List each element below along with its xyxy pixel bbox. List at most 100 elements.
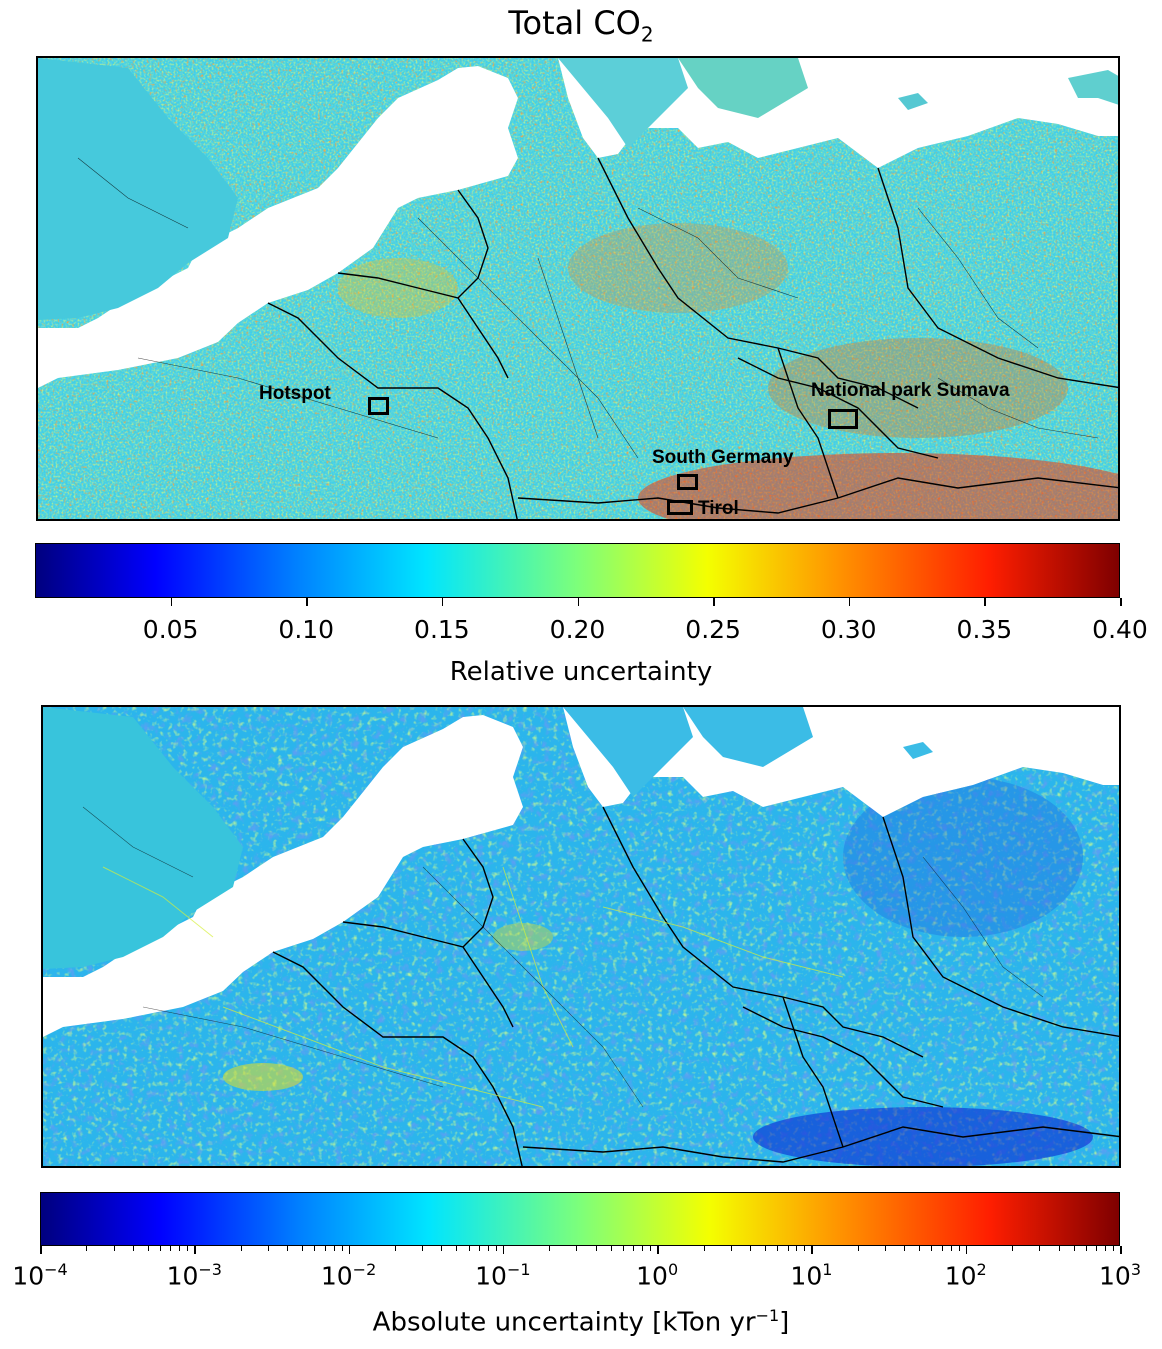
- absolute-minor-tick: [160, 1246, 162, 1251]
- absolute-minor-tick: [730, 1246, 732, 1251]
- absolute-minor-tick: [456, 1246, 458, 1251]
- relative-tick-label: 0.20: [549, 615, 606, 644]
- absolute-minor-tick: [170, 1246, 172, 1251]
- absolute-tick-mark: [40, 1246, 42, 1254]
- relative-tick-mark: [577, 598, 579, 606]
- absolute-tick-mark: [194, 1246, 196, 1254]
- absolute-minor-tick: [650, 1246, 652, 1251]
- absolute-minor-tick: [1085, 1246, 1087, 1251]
- absolute-minor-tick: [950, 1246, 952, 1251]
- absolute-tick-label: 101: [790, 1260, 833, 1291]
- absolute-minor-tick: [478, 1246, 480, 1251]
- absolute-minor-tick: [703, 1246, 705, 1251]
- absolute-minor-tick: [1039, 1246, 1041, 1251]
- absolute-tick-label: 10−2: [320, 1260, 377, 1291]
- absolute-minor-tick: [549, 1246, 551, 1251]
- absolute-minor-tick: [113, 1246, 115, 1251]
- absolute-minor-tick: [1012, 1246, 1014, 1251]
- absolute-minor-tick: [576, 1246, 578, 1251]
- box-tirol: [667, 500, 693, 515]
- absolute-minor-tick: [1105, 1246, 1107, 1251]
- absolute-minor-tick: [764, 1246, 766, 1251]
- absolute-tick-mark: [502, 1246, 505, 1254]
- absolute-minor-tick: [240, 1246, 242, 1251]
- absolute-minor-tick: [633, 1246, 635, 1251]
- relative-tick-mark: [441, 598, 444, 606]
- absolute-tick-mark: [965, 1246, 968, 1254]
- relative-tick-mark: [984, 598, 986, 606]
- relative-tick-label: 0.25: [685, 615, 741, 644]
- absolute-tick-label: 103: [1099, 1260, 1141, 1291]
- box-south-germany: [677, 474, 698, 490]
- relative-tick-mark: [713, 598, 715, 606]
- absolute-minor-tick: [642, 1246, 644, 1251]
- absolute-tick-label: 10−4: [12, 1260, 68, 1291]
- absolute-minor-tick: [132, 1246, 134, 1251]
- absolute-uncertainty-colorbar: [40, 1192, 1120, 1246]
- relative-tick-label: 0.05: [142, 615, 199, 644]
- absolute-minor-tick: [919, 1246, 921, 1251]
- absolute-minor-tick: [468, 1246, 470, 1251]
- absolute-uncertainty-map: [41, 705, 1121, 1168]
- annotation-tirol: Tirol: [698, 498, 739, 519]
- figure-title: Total CO2: [508, 4, 654, 47]
- absolute-minor-tick: [422, 1246, 424, 1251]
- absolute-tick-label: 10−1: [475, 1260, 531, 1291]
- relative-tick-label: 0.40: [1092, 615, 1148, 644]
- absolute-minor-tick: [333, 1246, 335, 1251]
- absolute-minor-tick: [314, 1246, 316, 1251]
- absolute-minor-tick: [941, 1246, 943, 1251]
- absolute-tick-label: 102: [944, 1260, 987, 1291]
- absolute-tick-mark: [348, 1246, 351, 1254]
- relative-tick-mark: [1120, 598, 1122, 606]
- absolute-minor-tick: [857, 1246, 859, 1251]
- absolute-minor-tick: [187, 1246, 189, 1251]
- relative-tick-label: 0.30: [820, 615, 877, 644]
- absolute-tick-label: 100: [636, 1260, 679, 1291]
- absolute-minor-tick: [287, 1246, 289, 1251]
- absolute-minor-tick: [804, 1246, 806, 1251]
- absolute-tick-mark: [1120, 1246, 1122, 1254]
- relative-tick-mark: [170, 598, 173, 606]
- absolute-minor-tick: [267, 1246, 269, 1251]
- absolute-minor-tick: [147, 1246, 149, 1251]
- relative-tick-label: 0.10: [278, 615, 335, 644]
- absolute-minor-tick: [302, 1246, 304, 1251]
- absolute-minor-tick: [885, 1246, 887, 1251]
- absolute-minor-tick: [1096, 1246, 1098, 1251]
- absolute-tick-mark: [811, 1246, 813, 1254]
- annotation-sumava: National park Sumava: [811, 380, 1010, 401]
- relative-tick-label: 0.35: [956, 615, 1013, 644]
- absolute-minor-tick: [487, 1246, 489, 1251]
- absolute-minor-tick: [86, 1246, 88, 1251]
- relative-colorbar-label: Relative uncertainty: [449, 657, 713, 687]
- absolute-minor-tick: [958, 1246, 960, 1251]
- absolute-minor-tick: [777, 1246, 779, 1251]
- annotation-south-germany: South Germany: [652, 447, 794, 468]
- relative-tick-label: 0.15: [414, 615, 470, 644]
- absolute-minor-tick: [904, 1246, 906, 1251]
- absolute-minor-tick: [610, 1246, 612, 1251]
- relative-uncertainty-colorbar: [35, 543, 1120, 598]
- absolute-minor-tick: [441, 1246, 443, 1251]
- annotation-hotspot: Hotspot: [259, 383, 331, 404]
- box-hotspot: [368, 397, 389, 415]
- absolute-minor-tick: [395, 1246, 397, 1251]
- absolute-map-canvas: [43, 707, 1119, 1166]
- absolute-tick-label: 10−3: [166, 1260, 222, 1291]
- relative-tick-mark: [306, 598, 308, 606]
- absolute-minor-tick: [595, 1246, 597, 1251]
- absolute-minor-tick: [179, 1246, 181, 1251]
- relative-map-canvas: [38, 58, 1118, 519]
- absolute-minor-tick: [1058, 1246, 1060, 1251]
- absolute-minor-tick: [750, 1246, 752, 1251]
- absolute-minor-tick: [931, 1246, 933, 1251]
- absolute-minor-tick: [796, 1246, 798, 1251]
- relative-tick-mark: [848, 598, 851, 606]
- relative-uncertainty-map: [36, 56, 1120, 521]
- absolute-minor-tick: [787, 1246, 789, 1251]
- absolute-minor-tick: [341, 1246, 343, 1251]
- absolute-minor-tick: [324, 1246, 326, 1251]
- box-sumava: [828, 409, 858, 429]
- absolute-minor-tick: [1073, 1246, 1075, 1251]
